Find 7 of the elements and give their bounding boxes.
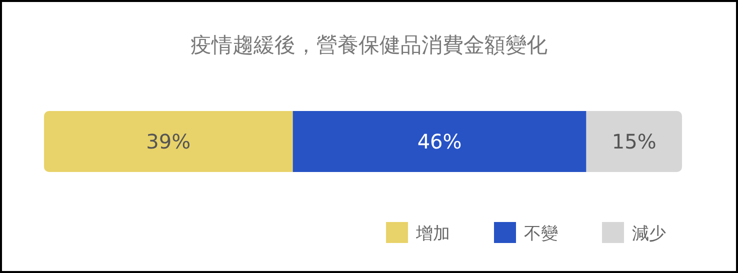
data-label: 15% [612,130,656,154]
legend-label: 增加 [415,224,450,244]
legend-label: 減少 [632,224,666,244]
chart-title: 疫情趨緩後，營養保健品消費金額變化 [190,33,548,57]
data-label: 39% [146,130,191,154]
data-label: 46% [417,130,462,154]
legend-label: 不變 [524,224,558,244]
